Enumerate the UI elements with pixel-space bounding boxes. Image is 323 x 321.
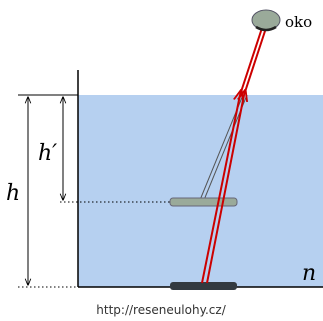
real-object [170,282,237,290]
apparent-object [170,198,237,206]
eye-label: oko [285,13,312,31]
footer-url: http://reseneulohy.cz/ [96,303,226,317]
depth-label: h [6,181,20,206]
refractive-index-label: n [302,261,316,286]
water [78,95,323,287]
diagram: oko h′ h n http://reseneulohy.cz/ [0,0,323,321]
apparent-depth-label: h′ [38,141,57,166]
